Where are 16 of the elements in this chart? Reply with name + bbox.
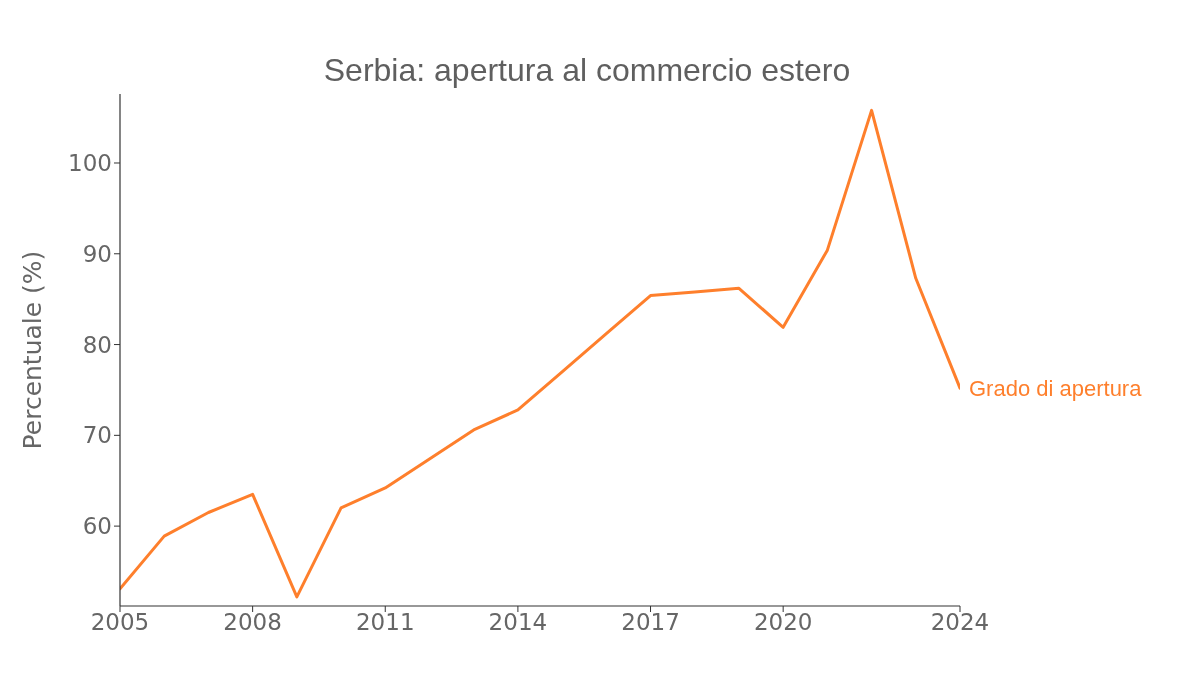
y-axis-title: Percentuale (%) bbox=[17, 250, 47, 450]
y-tick-label: 80 bbox=[82, 331, 112, 358]
x-tick-label: 2024 bbox=[930, 609, 990, 636]
x-tick-label: 2011 bbox=[355, 609, 415, 636]
line-series bbox=[120, 108, 960, 599]
y-tick-label: 70 bbox=[82, 422, 112, 449]
x-tick-label: 2017 bbox=[621, 609, 680, 636]
y-tick-label: 90 bbox=[82, 240, 112, 267]
x-tick-label: 2014 bbox=[488, 609, 548, 636]
x-tick-label: 2020 bbox=[753, 609, 813, 636]
y-tick-label: 100 bbox=[68, 150, 112, 177]
x-tick-label: 2008 bbox=[223, 609, 282, 636]
x-tick-label: 2005 bbox=[90, 609, 150, 636]
series-label: Grado di apertura bbox=[969, 375, 1143, 401]
y-tick-label: 60 bbox=[82, 513, 112, 540]
chart-title: Serbia: apertura al commercio estero bbox=[322, 51, 852, 90]
